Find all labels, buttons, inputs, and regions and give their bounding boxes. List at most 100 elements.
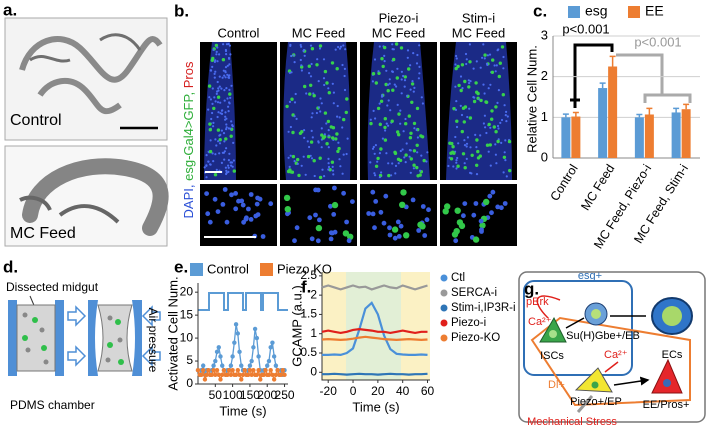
nucleus <box>396 103 399 106</box>
data-point <box>273 372 279 378</box>
gut-drawing <box>29 33 142 63</box>
nucleus <box>331 136 335 140</box>
y-axis-label: GCAMP (a.u.) <box>289 285 304 366</box>
data-point <box>240 372 246 378</box>
nucleus <box>374 164 379 168</box>
nucleus <box>317 217 322 223</box>
nucleus <box>212 121 215 124</box>
nucleus <box>215 50 218 54</box>
nucleus <box>396 234 402 239</box>
nucleus <box>343 67 346 70</box>
nucleus <box>310 47 315 51</box>
nucleus <box>212 106 216 111</box>
nucleus <box>220 202 226 207</box>
data-point <box>249 358 254 364</box>
stress-arrow <box>576 395 594 413</box>
nucleus <box>336 115 339 118</box>
cell <box>107 342 113 348</box>
nucleus <box>396 157 401 161</box>
nucleus <box>408 155 411 158</box>
nucleus <box>212 125 215 128</box>
nucleus <box>459 88 463 93</box>
nucleus <box>452 107 456 111</box>
gut-drawing <box>22 158 169 236</box>
data-point <box>266 372 272 378</box>
nucleus <box>483 198 490 206</box>
nucleus <box>323 133 326 136</box>
nucleus <box>218 53 221 56</box>
nucleus <box>224 115 227 118</box>
nucleus <box>475 146 478 149</box>
nucleus <box>345 97 349 101</box>
nucleus <box>260 234 266 239</box>
nucleus <box>470 153 474 157</box>
nucleus <box>343 74 346 78</box>
nucleus <box>291 130 295 135</box>
nucleus <box>309 44 313 47</box>
nucleus <box>233 191 239 196</box>
nucleus <box>309 75 313 78</box>
nucleus <box>403 85 406 88</box>
nucleus <box>226 73 229 76</box>
nucleus <box>463 79 467 84</box>
legend-marker <box>440 304 448 312</box>
nucleus <box>318 47 322 50</box>
nucleus <box>465 145 468 148</box>
nucleus <box>346 238 352 244</box>
nucleus <box>299 58 302 62</box>
nucleus <box>452 151 456 155</box>
nucleus <box>379 99 384 104</box>
nucleus <box>380 171 383 174</box>
nucleus <box>216 101 220 104</box>
nucleus <box>453 238 459 244</box>
nucleus <box>383 60 386 63</box>
nucleus <box>287 156 290 159</box>
nucleus <box>369 121 373 126</box>
legend-swatch <box>628 6 640 18</box>
nucleus <box>320 146 323 149</box>
column-header: Stim-i <box>462 10 495 25</box>
tissue <box>446 42 512 180</box>
nucleus <box>350 199 355 205</box>
nucleus <box>475 138 479 142</box>
nucleus <box>492 125 496 129</box>
nucleus <box>300 45 303 48</box>
nucleus <box>332 173 335 176</box>
diagram-label: Ca²⁺ <box>528 316 552 328</box>
nucleus <box>374 117 377 120</box>
nucleus <box>213 96 216 99</box>
nucleus <box>377 70 380 73</box>
y-tick-label: 10 <box>180 330 194 344</box>
cell <box>115 319 121 325</box>
nucleus <box>331 169 335 172</box>
data-point <box>209 372 215 378</box>
nucleus <box>294 225 300 231</box>
diagram-label: ISCs <box>540 350 564 362</box>
cell <box>22 335 28 341</box>
nucleus <box>300 130 304 134</box>
nucleus <box>213 72 216 75</box>
nucleus <box>385 69 388 72</box>
nucleus <box>466 136 469 139</box>
data-point <box>213 372 218 378</box>
nucleus <box>662 306 682 326</box>
nucleus <box>454 108 458 111</box>
nucleus <box>223 89 226 92</box>
arrow <box>67 305 87 367</box>
cell <box>118 359 124 365</box>
nucleus <box>396 130 400 134</box>
nucleus <box>500 118 504 122</box>
nucleus <box>204 191 210 197</box>
nucleus <box>306 154 311 159</box>
nucleus <box>335 132 339 136</box>
panel-label: a. <box>3 0 17 19</box>
gut-drawing <box>19 195 120 224</box>
nucleus <box>483 53 487 57</box>
data-point <box>228 372 234 378</box>
nucleus <box>403 79 407 82</box>
nucleus <box>207 219 213 225</box>
nucleus <box>385 122 388 125</box>
nucleus <box>479 66 482 69</box>
data-point <box>195 368 201 373</box>
nucleus <box>214 70 217 73</box>
